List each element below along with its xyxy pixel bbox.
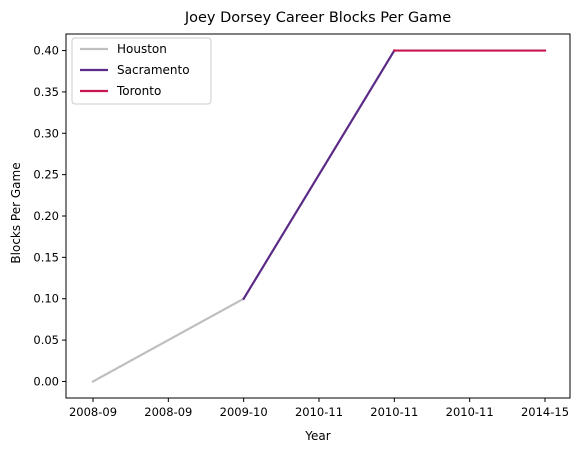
chart-title: Joey Dorsey Career Blocks Per Game: [184, 10, 451, 26]
x-tick-label: 2014-15: [521, 405, 569, 419]
legend-label-sacramento: Sacramento: [117, 63, 190, 77]
y-tick-label: 0.10: [33, 292, 59, 306]
y-tick-label: 0.35: [33, 85, 59, 99]
x-tick-label: 2008-09: [144, 405, 192, 419]
x-tick-label: 2010-11: [295, 405, 343, 419]
x-tick-label: 2008-09: [69, 405, 117, 419]
x-tick-label: 2009-10: [220, 405, 268, 419]
y-tick-label: 0.20: [33, 209, 59, 223]
series-line-sacramento: [242, 49, 396, 301]
plot-area: 0.00 0.05 0.10 0.15 0.20 0.25 0.30 0.35 0.40 2008…: [33, 33, 571, 419]
legend-box: [71, 37, 212, 105]
y-tick-label: 0.40: [33, 44, 59, 58]
x-tick-label: 2010-11: [370, 405, 418, 419]
y-tick-label: 0.30: [33, 126, 59, 140]
x-axis-label: Year: [304, 429, 330, 443]
y-tick-label: 0.00: [33, 374, 59, 388]
series-line-houston: [91, 297, 246, 383]
legend-label-houston: Houston: [117, 42, 167, 56]
legend-label-toronto: Toronto: [116, 84, 161, 98]
y-axis-label: Blocks Per Game: [9, 162, 23, 263]
x-tick-label: 2010-11: [446, 405, 494, 419]
y-tick-label: 0.15: [33, 250, 59, 264]
y-tick-label: 0.25: [33, 168, 59, 182]
y-tick-label: 0.05: [33, 333, 59, 347]
legend: Houston Sacramento Toronto: [71, 37, 212, 105]
